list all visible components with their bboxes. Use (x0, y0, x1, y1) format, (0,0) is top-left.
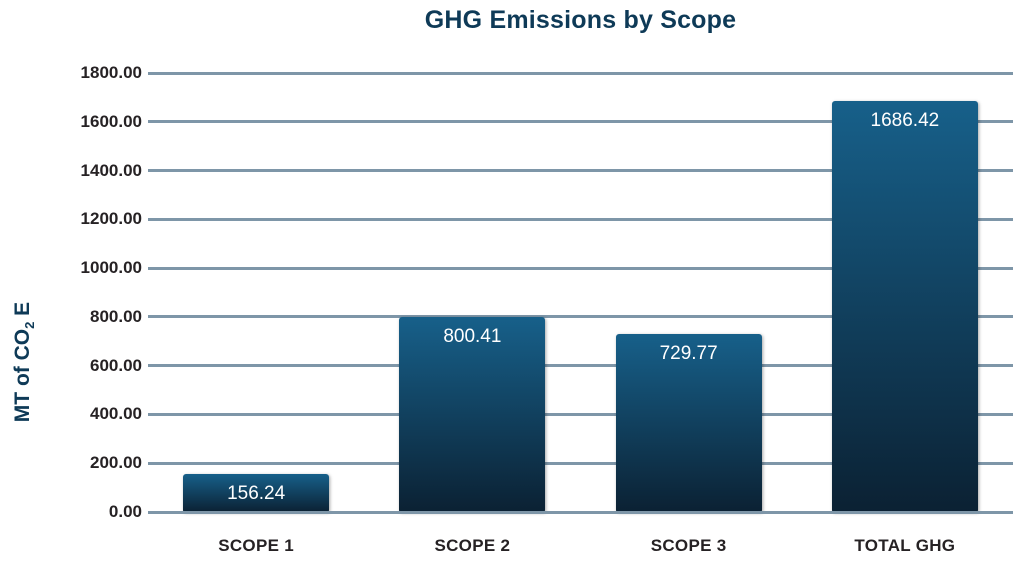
bar-slot: 1686.42 (797, 73, 1013, 512)
gridline (148, 412, 1013, 416)
y-axis-tick-label: 800.00 (90, 306, 142, 326)
y-axis-tick-label: 400.00 (90, 404, 142, 424)
bars-container: 156.24 800.41 729.77 1686.42 (148, 73, 1013, 512)
y-axis-tick-label: 200.00 (90, 453, 142, 473)
bar-scope-2: 800.41 (399, 316, 546, 512)
y-axis-tick-label: 1000.00 (80, 258, 142, 278)
gridline (148, 266, 1013, 270)
bar-value-label: 1686.42 (870, 109, 940, 131)
bar-value-label: 800.41 (443, 325, 502, 347)
gridline (148, 364, 1013, 368)
y-axis-tick-label: 1600.00 (80, 111, 142, 131)
gridline (148, 120, 1013, 124)
y-axis-tick-label: 600.00 (90, 355, 142, 375)
x-axis-label-scope-1: SCOPE 1 (218, 536, 295, 555)
y-axis-tick-label: 1800.00 (80, 63, 142, 82)
bar-value-label: 156.24 (227, 482, 286, 504)
x-axis-label-scope-3: SCOPE 3 (650, 536, 727, 555)
bar-slot: 156.24 (148, 73, 364, 512)
y-axis-tick-label: 1200.00 (80, 209, 142, 229)
y-axis-tick-label: 0.00 (108, 502, 142, 521)
x-axis-label-scope-2: SCOPE 2 (434, 536, 511, 555)
bar-slot: 800.41 (364, 73, 580, 512)
gridline (148, 461, 1013, 465)
chart-title: GHG Emissions by Scope (424, 6, 737, 34)
plot-area: 156.24 800.41 729.77 1686.42 (148, 71, 1013, 514)
gridline (148, 315, 1013, 319)
bar-slot: 729.77 (581, 73, 797, 512)
gridline (148, 217, 1013, 221)
bar-value-label: 729.77 (659, 343, 718, 365)
y-axis-tick-label: 1400.00 (80, 160, 142, 180)
bar-scope-1: 156.24 (183, 473, 330, 512)
gridline (148, 169, 1013, 173)
gridline (148, 71, 1013, 75)
x-axis-label-total-ghg: TOTAL GHG (854, 536, 956, 555)
bar-total-ghg: 1686.42 (831, 100, 978, 512)
bar-scope-3: 729.77 (615, 334, 762, 512)
zero-gridline (148, 510, 1013, 514)
x-axis-labels: SCOPE 1 SCOPE 2 SCOPE 3 TOTAL GHG (148, 536, 1013, 556)
